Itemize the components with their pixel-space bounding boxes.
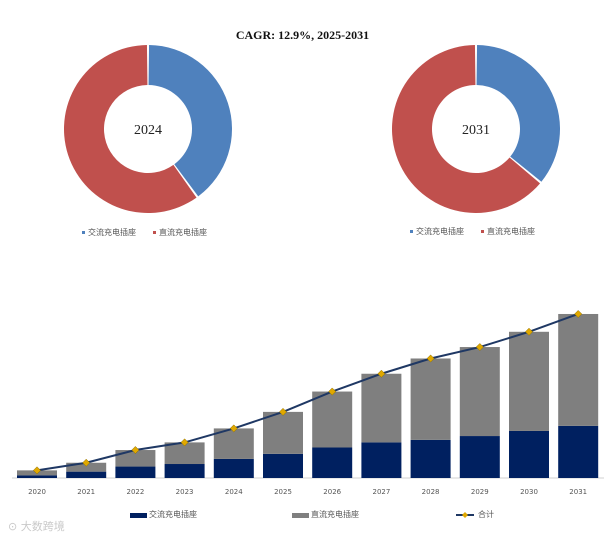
x-tick-2024: 2024 xyxy=(225,488,243,496)
bar-0-2024 xyxy=(213,458,254,478)
bar-1-2030 xyxy=(509,331,549,431)
bar-1-2022 xyxy=(115,450,156,467)
donut-1-slice-1 xyxy=(391,45,541,213)
watermark-icon: ⊙ xyxy=(8,520,21,533)
legend-label-dc: 直流充电插座 xyxy=(311,509,359,519)
bar-0-2029 xyxy=(459,436,500,478)
total-marker-2031 xyxy=(574,310,583,318)
total-marker-2024 xyxy=(229,424,238,433)
donut-1-legend-marker-0 xyxy=(410,230,413,233)
donut-0-legend-label-1: 直流充电插座 xyxy=(159,227,207,237)
bar-1-2027 xyxy=(361,373,402,443)
total-marker-2028 xyxy=(426,354,435,363)
x-tick-2031: 2031 xyxy=(569,488,587,496)
bar-0-2020 xyxy=(17,475,57,478)
x-tick-2028: 2028 xyxy=(422,488,440,496)
total-marker-2025 xyxy=(279,407,287,416)
total-marker-2026 xyxy=(328,387,337,396)
bar-1-2021 xyxy=(66,462,107,472)
bar-0-2028 xyxy=(410,439,451,478)
total-marker-2027 xyxy=(377,369,386,378)
legend-marker-ac xyxy=(130,513,147,518)
total-marker-2030 xyxy=(525,327,533,336)
x-tick-2025: 2025 xyxy=(274,488,292,496)
bar-0-2030 xyxy=(509,430,549,478)
bar-0-2031 xyxy=(558,425,599,478)
total-marker-2021 xyxy=(82,458,91,467)
donut-1-slice-0 xyxy=(476,45,561,182)
legend-label-total: 合计 xyxy=(478,509,494,519)
x-tick-2021: 2021 xyxy=(77,488,95,496)
bar-0-2023 xyxy=(164,464,205,478)
bar-0-2022 xyxy=(115,466,156,478)
x-tick-2027: 2027 xyxy=(372,488,390,496)
legend-marker-dc xyxy=(292,513,309,518)
donut-1-legend-label-1: 直流充电插座 xyxy=(487,226,535,236)
bar-0-2021 xyxy=(66,471,107,478)
donut-0-legend-marker-1 xyxy=(153,231,156,234)
watermark: ⊙ 大数跨境 xyxy=(8,518,65,534)
bar-0-2025 xyxy=(263,453,303,478)
chart-title: CAGR: 12.9%, 2025-2031 xyxy=(235,28,370,42)
donut-1-center-label: 2031 xyxy=(462,123,490,138)
donut-0-legend-marker-0 xyxy=(82,231,85,234)
total-marker-2020 xyxy=(33,466,41,475)
bar-1-2026 xyxy=(312,391,353,448)
donut-0-slice-0 xyxy=(148,45,233,197)
legend-label-ac: 交流充电插座 xyxy=(149,509,197,519)
bar-1-2028 xyxy=(410,358,451,440)
bar-0-2026 xyxy=(312,447,353,478)
bar-1-2031 xyxy=(558,313,599,426)
x-tick-2029: 2029 xyxy=(471,488,489,496)
donut-0-legend-label-0: 交流充电插座 xyxy=(88,227,136,237)
bar-1-2023 xyxy=(164,442,205,465)
bar-1-2025 xyxy=(263,411,303,454)
donut-0-center-label: 2024 xyxy=(134,123,162,138)
x-tick-2020: 2020 xyxy=(28,488,46,496)
x-tick-2030: 2030 xyxy=(520,488,538,496)
total-marker-2029 xyxy=(475,343,484,351)
donut-1-legend-marker-1 xyxy=(481,230,484,233)
donut-1-legend-label-0: 交流充电插座 xyxy=(416,226,464,236)
bar-1-2024 xyxy=(213,428,254,459)
x-tick-2023: 2023 xyxy=(176,488,194,496)
x-tick-2026: 2026 xyxy=(323,488,341,496)
watermark-text: 大数跨境 xyxy=(20,520,65,533)
donut-0-slice-1 xyxy=(64,45,197,213)
x-tick-2022: 2022 xyxy=(126,488,144,496)
bar-1-2029 xyxy=(459,347,500,437)
total-line xyxy=(36,313,579,472)
legend-marker-total-diamond xyxy=(462,512,468,518)
total-marker-2022 xyxy=(131,446,140,454)
bar-0-2027 xyxy=(361,442,402,478)
total-marker-2023 xyxy=(180,438,189,447)
